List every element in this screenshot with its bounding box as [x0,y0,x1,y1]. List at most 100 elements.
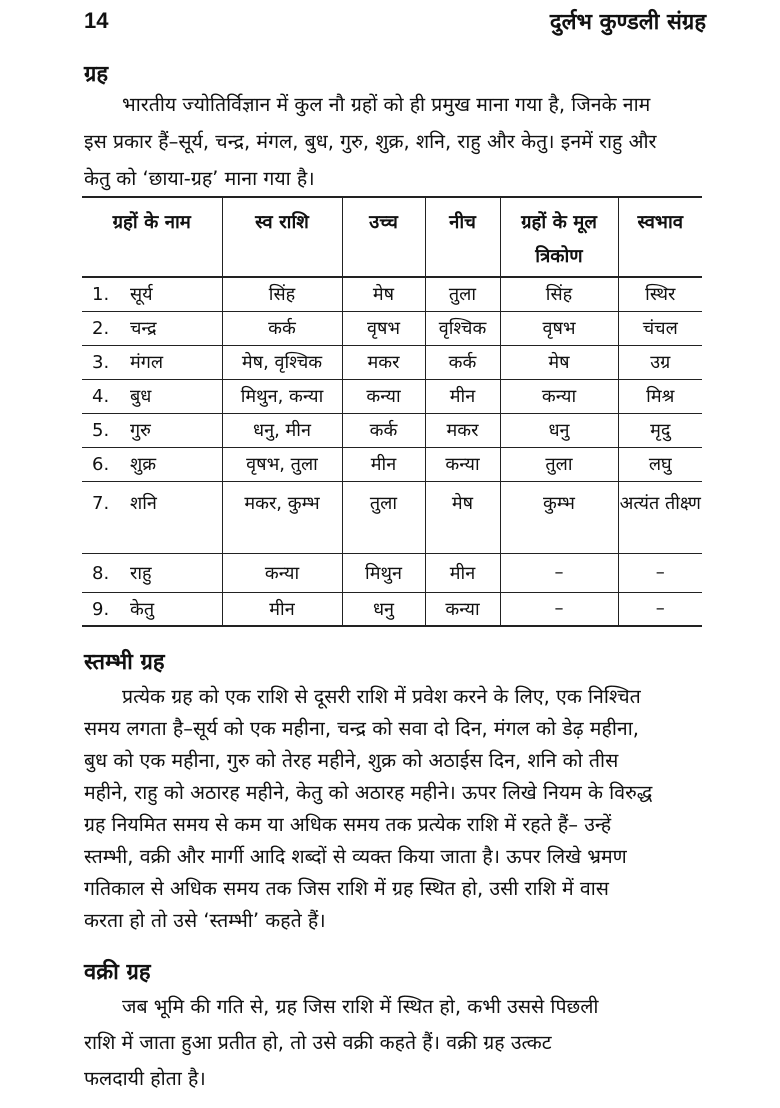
own-sign-cell: धनु, मीन [221,413,342,447]
paragraph-line: केतु को ‘छाया-ग्रह’ माना गया है। [84,167,315,190]
moolatrikona-cell: कुम्भ [499,481,618,553]
nature-cell: उग्र [617,345,702,379]
nature-cell: – [617,592,702,626]
moolatrikona-cell: मेष [499,345,618,379]
planet-name-cell: 2. चन्द्र [82,311,222,345]
table-row: 4. बुध मिथुन, कन्या कन्या मीन कन्या मिश्र [82,379,702,413]
own-sign-cell: वृषभ, तुला [221,447,342,481]
moolatrikona-cell: कन्या [499,379,618,413]
header-exalted: उच्च [341,197,425,277]
paragraph-line: जब भूमि की गति से, ग्रह जिस राशि में स्थ… [122,995,599,1018]
row-number: 6. [92,454,110,475]
header-debilitated: नीच [424,197,500,277]
moolatrikona-cell: वृषभ [499,311,618,345]
paragraph-line: प्रत्येक ग्रह को एक राशि से दूसरी राशि म… [122,685,641,708]
paragraph-line: इस प्रकार हैं–सूर्य, चन्द्र, मंगल, बुध, … [84,130,657,153]
section-heading-vakri: वक्री ग्रह [84,960,151,985]
nature-cell: – [617,553,702,592]
exalted-cell: मकर [341,345,425,379]
debilitated-cell: तुला [424,277,500,311]
planet-name-cell: 1. सूर्य [82,277,222,311]
moolatrikona-cell: सिंह [499,277,618,311]
exalted-cell: वृषभ [341,311,425,345]
row-number: 5. [92,420,110,441]
header-moolatrikona: ग्रहों के मूल त्रिकोण [499,197,618,277]
paragraph-line: भारतीय ज्योतिर्विज्ञान में कुल नौ ग्रहों… [122,93,651,116]
planet-name: सूर्य [130,284,153,306]
planet-name: शुक्र [130,454,157,475]
planet-name: बुध [130,386,152,407]
table-row: 7. शनि मकर, कुम्भ तुला मेष कुम्भ अत्यंत तीक्ष्… [82,481,702,553]
row-number: 3. [92,352,110,373]
table-header-row: ग्रहों के नाम स्व राशि उच्च नीच ग्रहों क… [82,197,702,277]
table-row: 5. गुरु धनु, मीन कर्क मकर धनु मृदु [82,413,702,447]
exalted-cell: तुला [341,481,425,553]
planet-name-cell: 8. राहु [82,553,222,592]
planet-name: शनि [130,492,157,514]
planet-name-cell: 9. केतु [82,592,222,626]
nature-cell: मृदु [617,413,702,447]
table-row: 1. सूर्य सिंह मेष तुला सिंह स्थिर [82,277,702,311]
section-heading-grah: ग्रह [84,62,109,87]
book-title: दुर्लभ कुण्डली संग्रह [549,10,706,35]
debilitated-cell: मेष [424,481,500,553]
paragraph-line: राशि में जाता हुआ प्रतीत हो, तो उसे वक्र… [84,1031,552,1054]
table-row: 8. राहु कन्या मिथुन मीन – – [82,553,702,592]
exalted-cell: मिथुन [341,553,425,592]
nature-cell: मिश्र [617,379,702,413]
planet-name: गुरु [130,420,151,441]
row-number: 9. [92,598,110,620]
paragraph-line: ग्रह नियमित समय से कम या अधिक समय तक प्र… [84,813,612,836]
page-number: 14 [84,8,109,33]
planet-name-cell: 6. शुक्र [82,447,222,481]
paragraph-line: स्तम्भी, वक्री और मार्गी आदि शब्दों से व… [84,845,627,868]
debilitated-cell: कन्या [424,447,500,481]
debilitated-cell: कर्क [424,345,500,379]
paragraph-line: करता हो तो उसे ‘स्तम्भी’ कहते हैं। [84,909,326,932]
paragraph-line: बुध को एक महीना, गुरु को तेरह महीने, शुक… [84,749,619,772]
exalted-cell: मीन [341,447,425,481]
planet-table: ग्रहों के नाम स्व राशि उच्च नीच ग्रहों क… [82,196,702,627]
debilitated-cell: कन्या [424,592,500,626]
moolatrikona-cell: – [499,592,618,626]
planet-name: मंगल [130,352,164,373]
exalted-cell: धनु [341,592,425,626]
nature-cell: चंचल [617,311,702,345]
nature-cell: अत्यंत तीक्ष्ण [617,481,702,553]
exalted-cell: मेष [341,277,425,311]
nature-cell: स्थिर [617,277,702,311]
section-heading-stambhi: स्तम्भी ग्रह [84,650,165,675]
planet-name: राहु [130,562,152,584]
header-nature: स्वभाव [617,197,702,277]
debilitated-cell: मीन [424,553,500,592]
row-number: 7. [92,492,110,514]
nature-cell: लघु [617,447,702,481]
planet-name-cell: 7. शनि [82,481,222,553]
row-number: 4. [92,386,110,407]
planet-name: केतु [130,598,155,620]
own-sign-cell: मेष, वृश्चिक [221,345,342,379]
paragraph-line: गतिकाल से अधिक समय तक जिस राशि में ग्रह … [84,877,609,900]
own-sign-cell: मिथुन, कन्या [221,379,342,413]
header-own-sign: स्व राशि [221,197,342,277]
table-row: 9. केतु मीन धनु कन्या – – [82,592,702,626]
moolatrikona-cell: – [499,553,618,592]
paragraph-line: समय लगता है–सूर्य को एक महीना, चन्द्र को… [84,717,639,740]
paragraph-line: फलदायी होता है। [84,1067,206,1090]
debilitated-cell: वृश्चिक [424,311,500,345]
planet-name: चन्द्र [130,318,157,339]
table-row: 6. शुक्र वृषभ, तुला मीन कन्या तुला लघु [82,447,702,481]
paragraph-line: महीने, राहु को अठारह महीने, केतु को अठार… [84,781,653,804]
debilitated-cell: मीन [424,379,500,413]
own-sign-cell: मकर, कुम्भ [221,481,342,553]
exalted-cell: कन्या [341,379,425,413]
own-sign-cell: कर्क [221,311,342,345]
exalted-cell: कर्क [341,413,425,447]
table-row: 2. चन्द्र कर्क वृषभ वृश्चिक वृषभ चंचल [82,311,702,345]
own-sign-cell: कन्या [221,553,342,592]
header-planet-name: ग्रहों के नाम [112,212,191,233]
row-number: 1. [92,284,110,306]
moolatrikona-cell: धनु [499,413,618,447]
own-sign-cell: सिंह [221,277,342,311]
planet-name-cell: 5. गुरु [82,413,222,447]
